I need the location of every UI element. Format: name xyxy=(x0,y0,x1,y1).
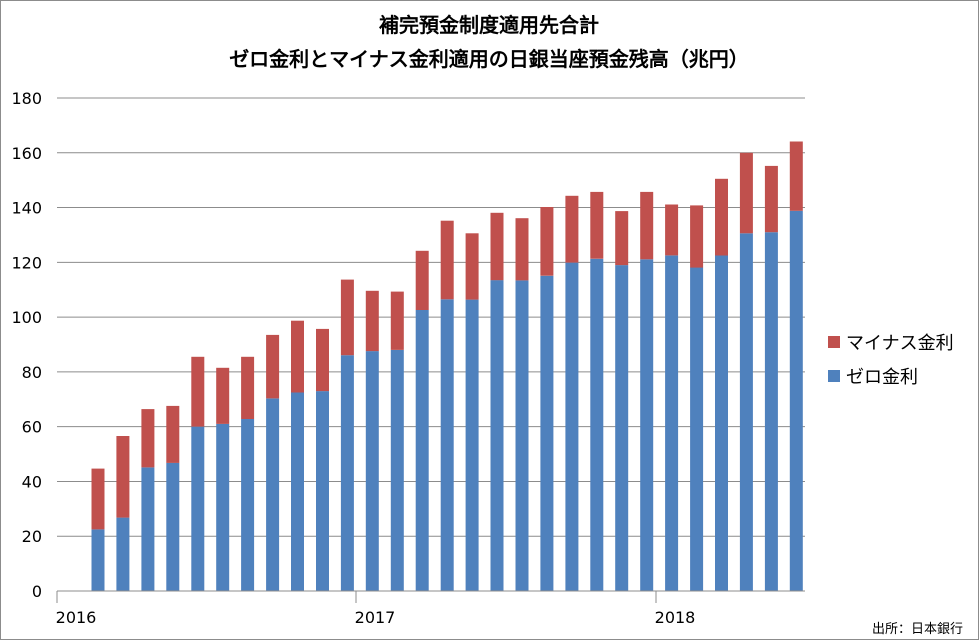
bar-segment-zero-rate xyxy=(540,275,554,591)
y-tick-label: 40 xyxy=(22,472,42,491)
bar-segment-negative-rate xyxy=(440,220,454,300)
bar-segment-zero-rate xyxy=(266,398,280,591)
bar-segment-negative-rate xyxy=(191,356,205,427)
bar-segment-negative-rate xyxy=(291,320,304,393)
bar-segment-negative-rate xyxy=(91,468,105,530)
bar-segment-negative-rate xyxy=(789,141,803,211)
bar-segment-zero-rate xyxy=(490,280,504,591)
bar-segment-zero-rate xyxy=(565,262,579,591)
bar-segment-zero-rate xyxy=(465,299,479,591)
bar-segment-negative-rate xyxy=(365,290,379,352)
bar-segment-negative-rate xyxy=(266,334,280,399)
bar-segment-negative-rate xyxy=(316,328,329,392)
bar-segment-zero-rate xyxy=(216,423,230,591)
bar-segment-zero-rate xyxy=(615,265,629,591)
bar-segment-zero-rate xyxy=(764,232,778,591)
bar-segment-negative-rate xyxy=(515,218,529,281)
bar-segment-negative-rate xyxy=(490,212,504,281)
y-axis: 0 20 40 60 80 100 120 140 160 180 xyxy=(11,89,42,601)
x-tick-label: 2016 xyxy=(56,608,97,627)
bar-segment-zero-rate xyxy=(365,351,379,591)
bar-segment-negative-rate xyxy=(640,191,654,260)
bar-segment-zero-rate xyxy=(415,310,429,591)
y-tick-label: 0 xyxy=(32,582,42,601)
x-tick-label: 2017 xyxy=(355,608,396,627)
bar-segment-zero-rate xyxy=(191,426,205,591)
gridlines xyxy=(57,97,805,537)
bar-segment-negative-rate xyxy=(690,205,704,268)
source-note: 出所：日本銀行 xyxy=(872,622,963,637)
chart-subtitle: ゼロ金利とマイナス金利適用の日銀当座預金残高（兆円） xyxy=(229,47,749,71)
bar-segment-negative-rate xyxy=(166,405,180,463)
bar-segment-zero-rate xyxy=(715,255,728,591)
bar-segment-negative-rate xyxy=(739,152,753,234)
y-tick-label: 160 xyxy=(11,144,42,163)
bar-segment-zero-rate xyxy=(166,462,180,591)
bar-segment-zero-rate xyxy=(316,391,329,591)
x-axis: 2016 2017 2018 xyxy=(56,590,805,627)
bar-segment-zero-rate xyxy=(515,280,529,591)
bar-segment-zero-rate xyxy=(665,255,679,591)
y-tick-label: 180 xyxy=(11,89,42,108)
bar-segment-negative-rate xyxy=(615,211,629,266)
bar-segment-zero-rate xyxy=(390,350,404,591)
x-tick-label: 2018 xyxy=(655,608,696,627)
bar-segment-negative-rate xyxy=(665,204,679,256)
legend-label: ゼロ金利 xyxy=(846,367,918,388)
bar-segment-zero-rate xyxy=(739,233,753,592)
bar-segment-negative-rate xyxy=(590,191,604,259)
bar-segment-zero-rate xyxy=(640,259,654,591)
bar-segment-zero-rate xyxy=(340,355,354,591)
bar-segment-zero-rate xyxy=(241,419,255,591)
bar-segment-zero-rate xyxy=(141,467,155,591)
bar-segment-negative-rate xyxy=(715,178,728,256)
y-tick-label: 140 xyxy=(11,199,42,218)
bar-segment-zero-rate xyxy=(789,210,803,592)
bar-segment-negative-rate xyxy=(141,409,155,468)
bar-segment-negative-rate xyxy=(340,279,354,356)
bar-segment-zero-rate xyxy=(291,392,304,591)
bar-segment-negative-rate xyxy=(216,367,230,424)
bar-segment-negative-rate xyxy=(415,250,429,310)
bar-segment-zero-rate xyxy=(690,267,704,591)
bar-segment-zero-rate xyxy=(440,299,454,591)
y-tick-label: 120 xyxy=(11,253,42,272)
bar-segment-negative-rate xyxy=(764,165,778,233)
bar-segment-negative-rate xyxy=(241,356,255,419)
legend-swatch xyxy=(828,370,840,382)
bar-segment-negative-rate xyxy=(565,195,579,263)
legend-swatch xyxy=(828,336,840,348)
y-tick-label: 20 xyxy=(22,527,42,546)
bar-segment-negative-rate xyxy=(116,436,130,518)
bar-segment-negative-rate xyxy=(540,207,554,276)
bar-segment-negative-rate xyxy=(390,291,404,350)
bar-segment-zero-rate xyxy=(91,529,105,591)
legend-label: マイナス金利 xyxy=(846,333,954,354)
y-tick-label: 60 xyxy=(22,418,42,437)
y-tick-label: 100 xyxy=(11,308,42,327)
bars xyxy=(91,141,803,592)
bar-segment-zero-rate xyxy=(590,258,604,591)
bar-segment-negative-rate xyxy=(465,233,479,300)
bar-segment-zero-rate xyxy=(116,517,130,591)
chart-title: 補完預金制度適用先合計 xyxy=(378,13,599,37)
y-tick-label: 80 xyxy=(22,363,42,382)
